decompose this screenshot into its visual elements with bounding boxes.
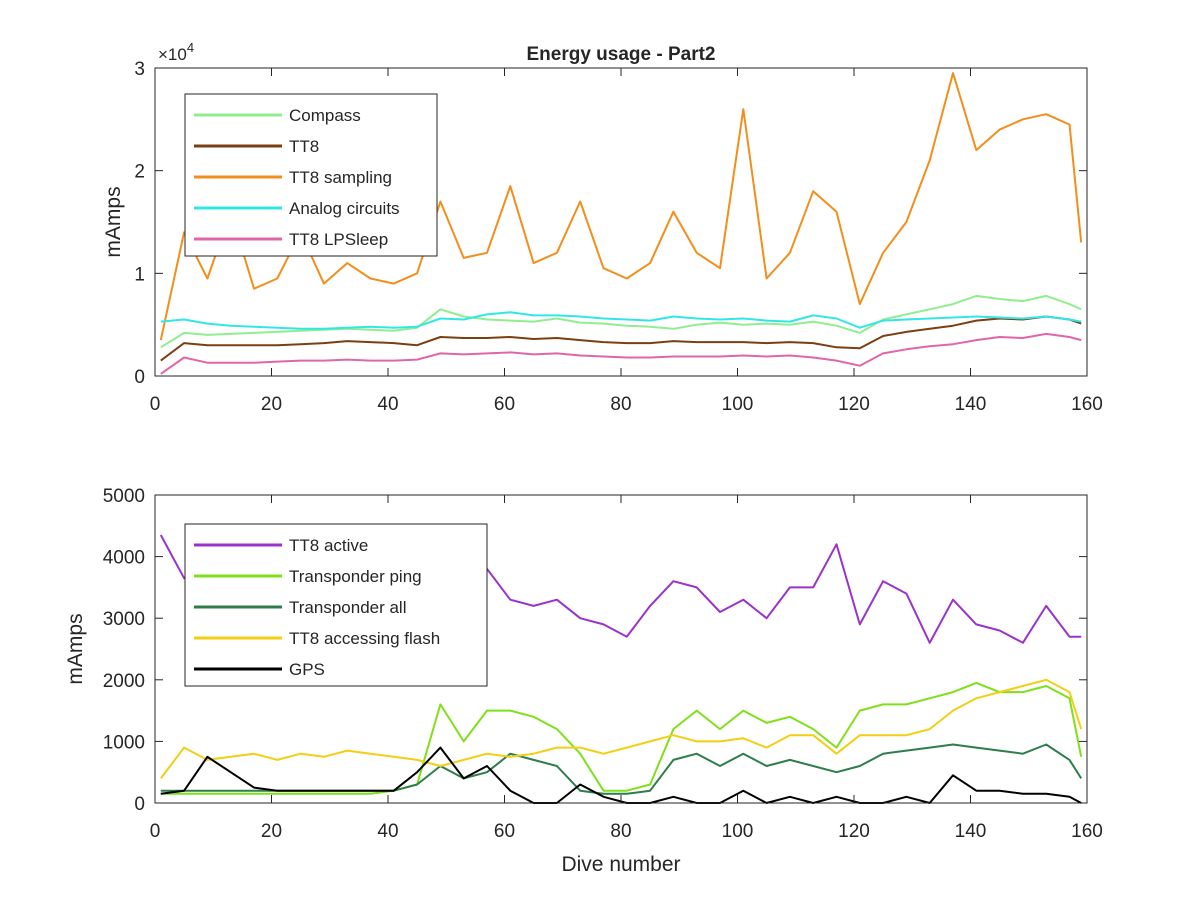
x-tick-label: 140 — [955, 821, 987, 842]
x-tick-label: 120 — [838, 394, 870, 415]
legend-label: TT8 accessing flash — [289, 629, 440, 648]
bottom-ticks: 0 20 40 60 80 100 120 140 160 0 1000 2000 3000 4000 50… — [103, 486, 1103, 842]
y-tick-label: 1000 — [103, 732, 145, 753]
y-tick-label: 4000 — [103, 548, 145, 569]
legend-box — [184, 523, 488, 687]
x-tick-label: 140 — [955, 394, 987, 415]
series-line-tt8 — [160, 315, 1082, 362]
x-tick-label: 20 — [261, 821, 282, 842]
y-tick-label: 5000 — [103, 486, 145, 507]
legend-label: TT8 LPSleep — [289, 230, 388, 249]
y-tick-label: 0 — [134, 367, 145, 388]
series-line-tt8-accessing-flash — [160, 678, 1083, 780]
y-tick-label: 2 — [134, 162, 145, 183]
legend-label: TT8 active — [289, 536, 368, 555]
y-tick-label: 0 — [134, 794, 145, 815]
bottom-panel: 0 20 40 60 80 100 120 140 160 0 1000 2000 3000 4000 50… — [64, 486, 1103, 876]
series-line-transponder-ping — [160, 681, 1083, 795]
y-tick-label: 3 — [134, 59, 145, 80]
series-line-tt8-sampling — [159, 72, 1083, 341]
bottom-legend: TT8 active Transponder ping Transponder al… — [184, 523, 488, 687]
legend-label: GPS — [289, 660, 325, 679]
x-tick-label: 60 — [494, 821, 515, 842]
top-ticks: 0 20 40 60 80 100 120 140 160 0 1 2 3 — [134, 59, 1102, 415]
x-tick-label: 0 — [150, 821, 161, 842]
chart-title: Energy usage - Part2 — [526, 44, 715, 65]
top-panel: 0 20 40 60 80 100 120 140 160 0 1 2 3 Energy usage -… — [102, 40, 1103, 415]
y-tick-label: 1 — [134, 264, 145, 285]
legend-label: TT8 sampling — [289, 168, 392, 187]
x-tick-label: 80 — [610, 821, 631, 842]
x-axis-label: Dive number — [561, 853, 680, 876]
legend-label: Compass — [289, 106, 361, 125]
y-tick-label: 2000 — [103, 671, 145, 692]
y-tick-label: 3000 — [103, 609, 145, 630]
x-tick-label: 160 — [1071, 821, 1103, 842]
legend-label: Transponder ping — [289, 567, 422, 586]
x-tick-label: 40 — [377, 821, 398, 842]
x-tick-label: 40 — [377, 394, 398, 415]
legend-label: Transponder all — [289, 598, 407, 617]
legend-label: TT8 — [289, 137, 319, 156]
x-tick-label: 80 — [610, 394, 631, 415]
x-tick-label: 0 — [150, 394, 161, 415]
top-y-axis-label: mAmps — [102, 186, 125, 257]
top-legend: Compass TT8 TT8 sampling Analog circuits TT8… — [184, 93, 438, 257]
top-plot-lines — [159, 72, 1083, 375]
series-line-compass — [160, 294, 1082, 349]
legend-label: Analog circuits — [289, 199, 400, 218]
legend-box — [184, 93, 438, 257]
y-exponent-label: ×104 — [158, 40, 194, 64]
series-line-tt8-lpsleep — [160, 332, 1082, 375]
x-tick-label: 160 — [1071, 394, 1103, 415]
series-line-analog-circuits — [160, 311, 1082, 330]
x-tick-label: 20 — [261, 394, 282, 415]
bottom-y-axis-label: mAmps — [64, 613, 87, 684]
x-tick-label: 120 — [838, 821, 870, 842]
x-tick-label: 100 — [722, 394, 754, 415]
x-tick-label: 100 — [722, 821, 754, 842]
x-tick-label: 60 — [494, 394, 515, 415]
